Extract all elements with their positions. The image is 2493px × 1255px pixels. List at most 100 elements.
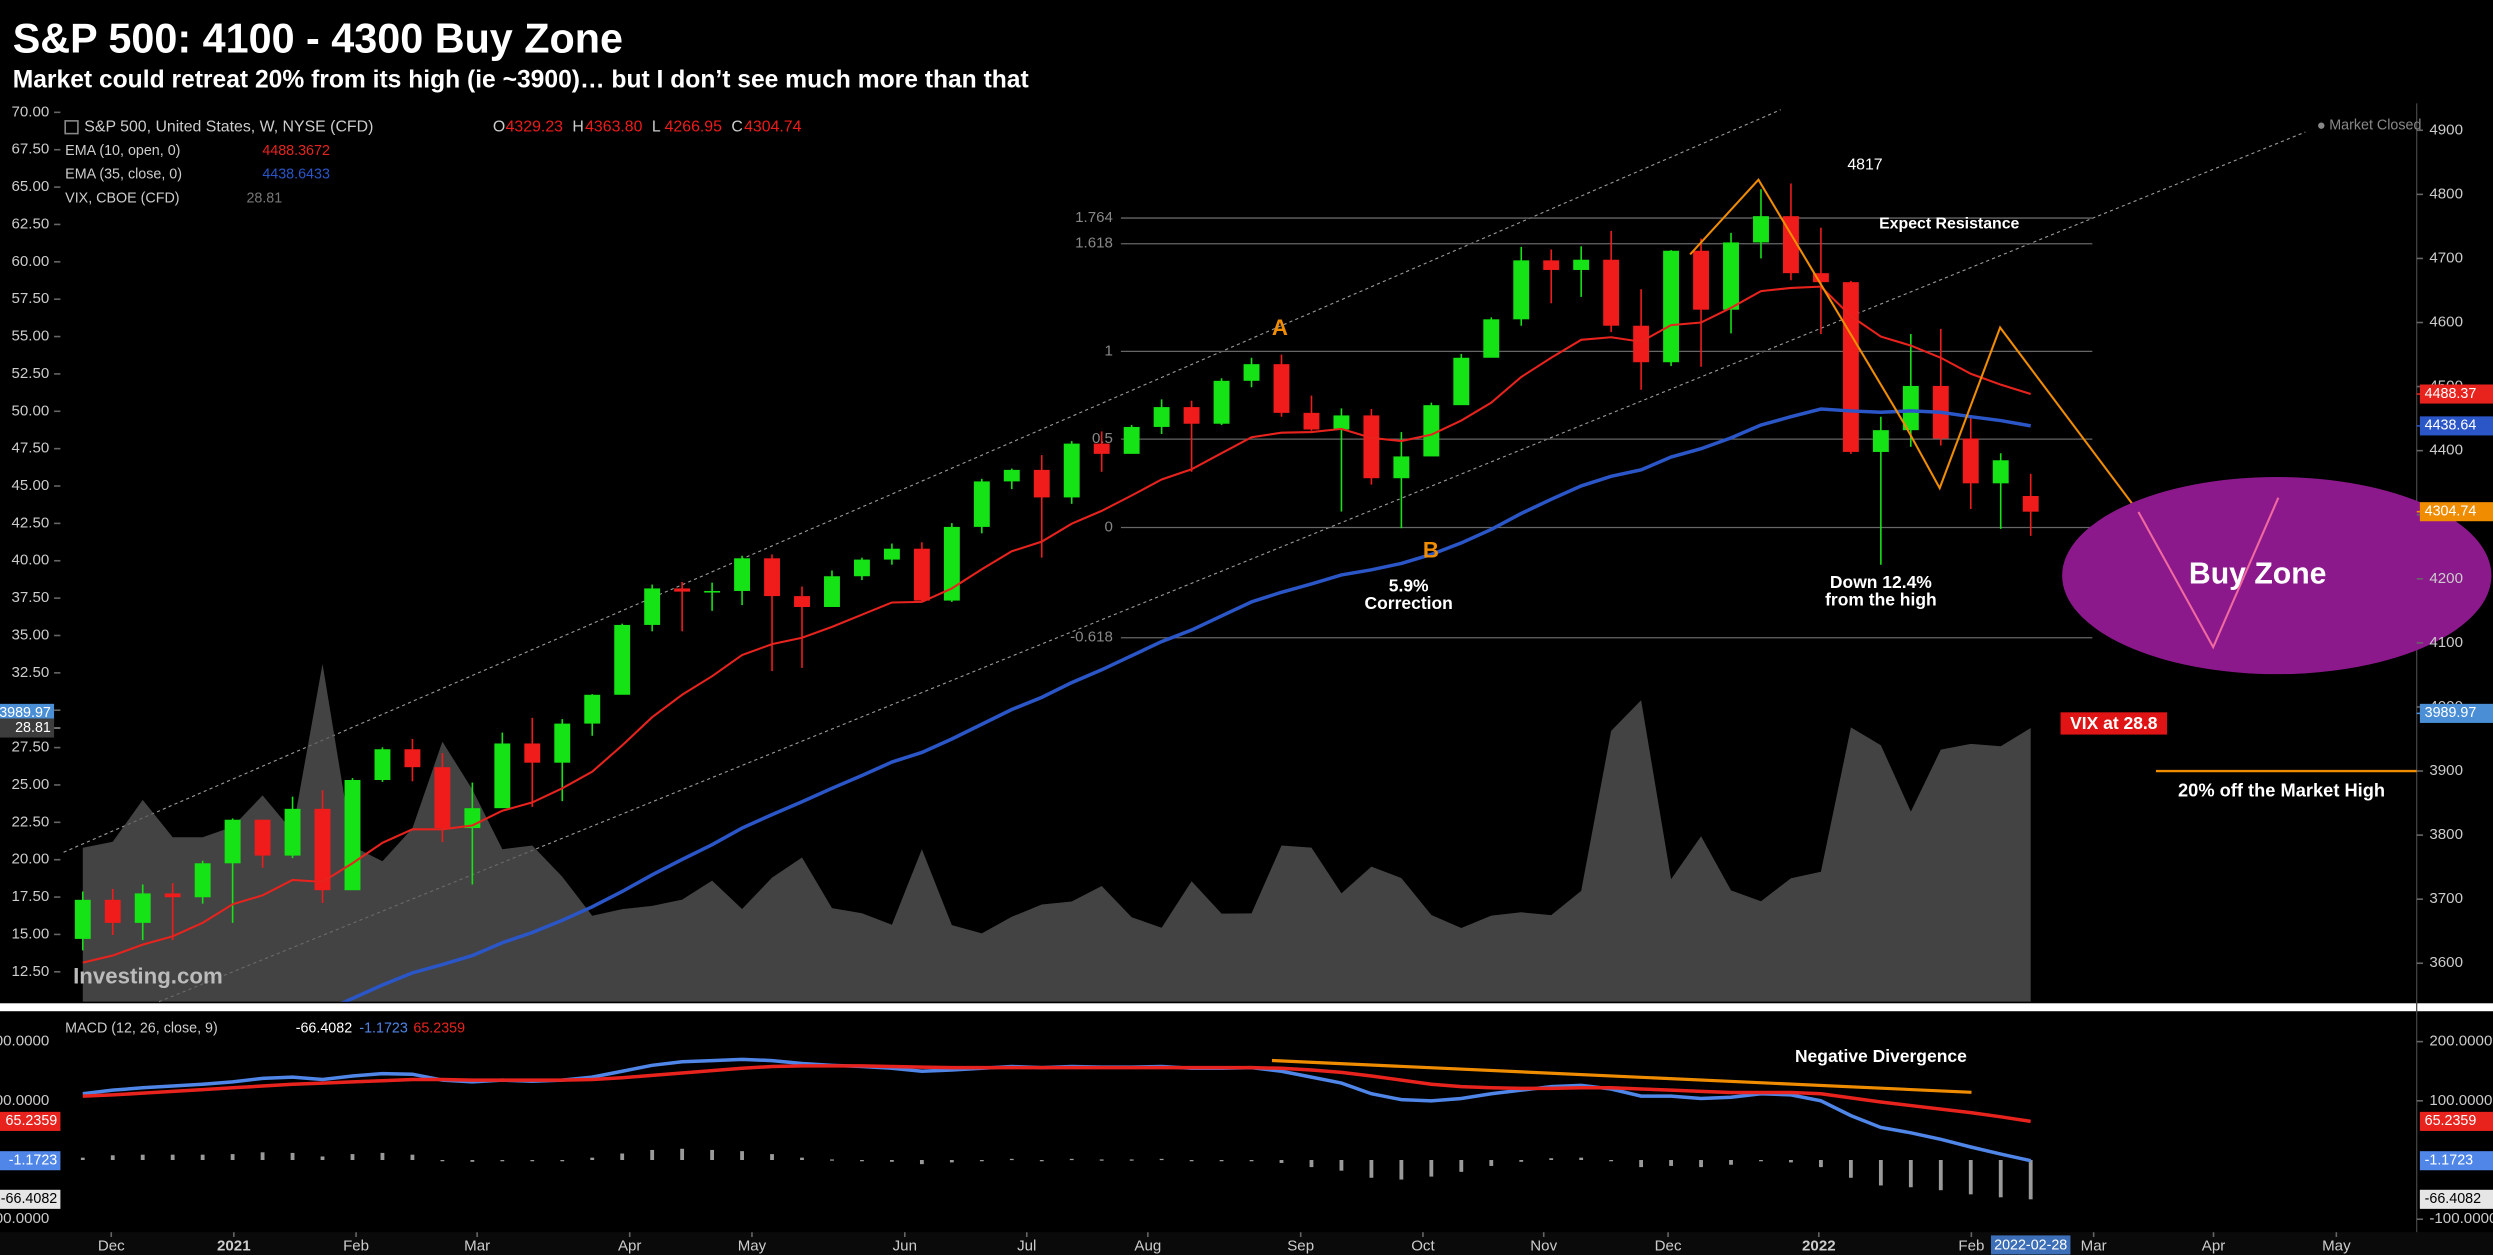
candle-body: [1603, 259, 1620, 326]
y2-tick-label: 55.00: [12, 328, 50, 345]
fib-label: 1.764: [1075, 209, 1113, 226]
histogram-bar: [80, 1157, 85, 1161]
y2-tick-label: 12.50: [12, 963, 50, 980]
candle-body: [1962, 438, 1979, 484]
ohlc-key: L: [652, 118, 661, 135]
title: S&P 500: 4100 - 4300 Buy Zone: [13, 15, 623, 61]
channel-lower: [158, 131, 2306, 1003]
y2-tick-label: 47.50: [12, 440, 50, 457]
candle-body: [644, 588, 661, 625]
price-badge: 4304.74: [2425, 503, 2477, 519]
legend-value: 28.81: [246, 191, 282, 207]
histogram-bar: [1938, 1160, 1943, 1191]
x-tick-label: Jun: [893, 1238, 917, 1255]
macd-badge: -66.4082: [1, 1191, 57, 1207]
y2-tick-label: 42.50: [12, 514, 50, 531]
histogram-bar: [1669, 1160, 1673, 1166]
candle-body: [1363, 415, 1380, 479]
histogram-bar: [710, 1149, 715, 1161]
vix-note-bg: [2060, 712, 2168, 735]
histogram-bar: [1968, 1160, 1973, 1195]
y2-tick-label: 15.00: [12, 925, 50, 942]
ema-line: [82, 285, 2032, 964]
y2-tick-label: 32.50: [12, 664, 50, 681]
histogram-bar: [1729, 1160, 1733, 1165]
candle-body: [224, 819, 241, 864]
y2-tick-label: 62.50: [12, 215, 50, 232]
vix-note: VIX at 28.8: [2070, 713, 2158, 733]
macd-tick-label-left: -100.0000: [0, 1210, 49, 1227]
x-tick-label: Mar: [464, 1238, 490, 1255]
legend-title: S&P 500, United States, W, NYSE (CFD): [84, 118, 373, 135]
candle-body: [134, 893, 151, 923]
channel-upper: [63, 109, 1781, 853]
histogram-bar: [410, 1154, 415, 1161]
histogram-bar: [680, 1148, 685, 1161]
histogram-bar: [1399, 1160, 1404, 1180]
watermark: Investing.com: [73, 964, 223, 989]
subtitle: Market could retreat 20% from its high (…: [13, 67, 1029, 94]
histogram-bar: [1189, 1160, 1194, 1162]
candle-body: [1693, 250, 1709, 310]
candle-body: [1513, 260, 1530, 320]
candle-body: [1153, 407, 1170, 427]
macd-badge-bg: [0, 1151, 61, 1171]
macd-tick-label: 200.0000: [2429, 1033, 2492, 1050]
price-badge: 3989.97: [2425, 705, 2477, 721]
histogram-bar: [1609, 1160, 1614, 1162]
divergence-line: [1271, 1058, 1972, 1094]
fib-label: -0.618: [1070, 629, 1113, 646]
candle-body: [1753, 216, 1769, 243]
histogram-bar: [1759, 1160, 1763, 1162]
candle-body: [1992, 460, 2009, 484]
candle-body: [74, 899, 91, 939]
candle-body: [704, 590, 721, 593]
x-tick-label: Feb: [1958, 1238, 1984, 1255]
histogram-bar: [1878, 1160, 1883, 1186]
histogram-bar: [740, 1151, 744, 1161]
candle-body: [1243, 364, 1260, 381]
candle-body: [764, 558, 780, 597]
x-tick-label: Oct: [1411, 1238, 1435, 1255]
candle-body: [1573, 259, 1590, 270]
candle-body: [404, 749, 421, 768]
ohlc-value: 4329.23: [506, 118, 564, 135]
macd-line: [82, 1064, 2031, 1124]
candle-body: [554, 723, 571, 763]
candle-body: [1333, 415, 1350, 430]
candle-body: [584, 694, 601, 724]
ohlc-key: H: [572, 118, 583, 135]
macd-tick-label: 100.0000: [2429, 1092, 2492, 1109]
y2-tick-label: 57.50: [12, 290, 50, 307]
y2-tick-label: 50.00: [12, 402, 50, 419]
histogram-bar: [979, 1160, 984, 1162]
x-tick-label: Sep: [1287, 1238, 1314, 1255]
candle-body: [734, 558, 751, 591]
x-tick-label: 2022: [1802, 1238, 1836, 1255]
histogram-bar: [1519, 1160, 1524, 1162]
histogram-bar: [1489, 1160, 1494, 1166]
candle-body: [1812, 273, 1829, 283]
candle-body: [1123, 426, 1140, 454]
y2-tick-label: 35.00: [12, 626, 50, 643]
price-badge: 4438.64: [2425, 418, 2477, 434]
candle-body: [1633, 325, 1650, 363]
price-badge: 4488.37: [2425, 386, 2477, 402]
ohlc-value: 4304.74: [744, 118, 802, 135]
candle-body: [883, 548, 900, 560]
legend-icon: [64, 120, 79, 135]
y2-tick-label: 45.00: [12, 477, 50, 494]
histogram-bar: [470, 1160, 475, 1162]
y2-tick-label: 67.50: [12, 141, 50, 158]
histogram-bar: [290, 1152, 295, 1161]
macd-legend-value: -1.1723: [359, 1020, 408, 1036]
histogram-bar: [860, 1160, 864, 1162]
y-tick-label: 4700: [2429, 249, 2463, 266]
candle-body: [1213, 380, 1230, 424]
x-tick-label: Apr: [618, 1238, 642, 1255]
histogram-bar: [560, 1160, 565, 1162]
candle-body: [1093, 443, 1110, 454]
y-tick-label: 4800: [2429, 185, 2463, 202]
macd-badge-bg: [0, 1189, 61, 1209]
x-tick-label: Mar: [2081, 1238, 2107, 1255]
